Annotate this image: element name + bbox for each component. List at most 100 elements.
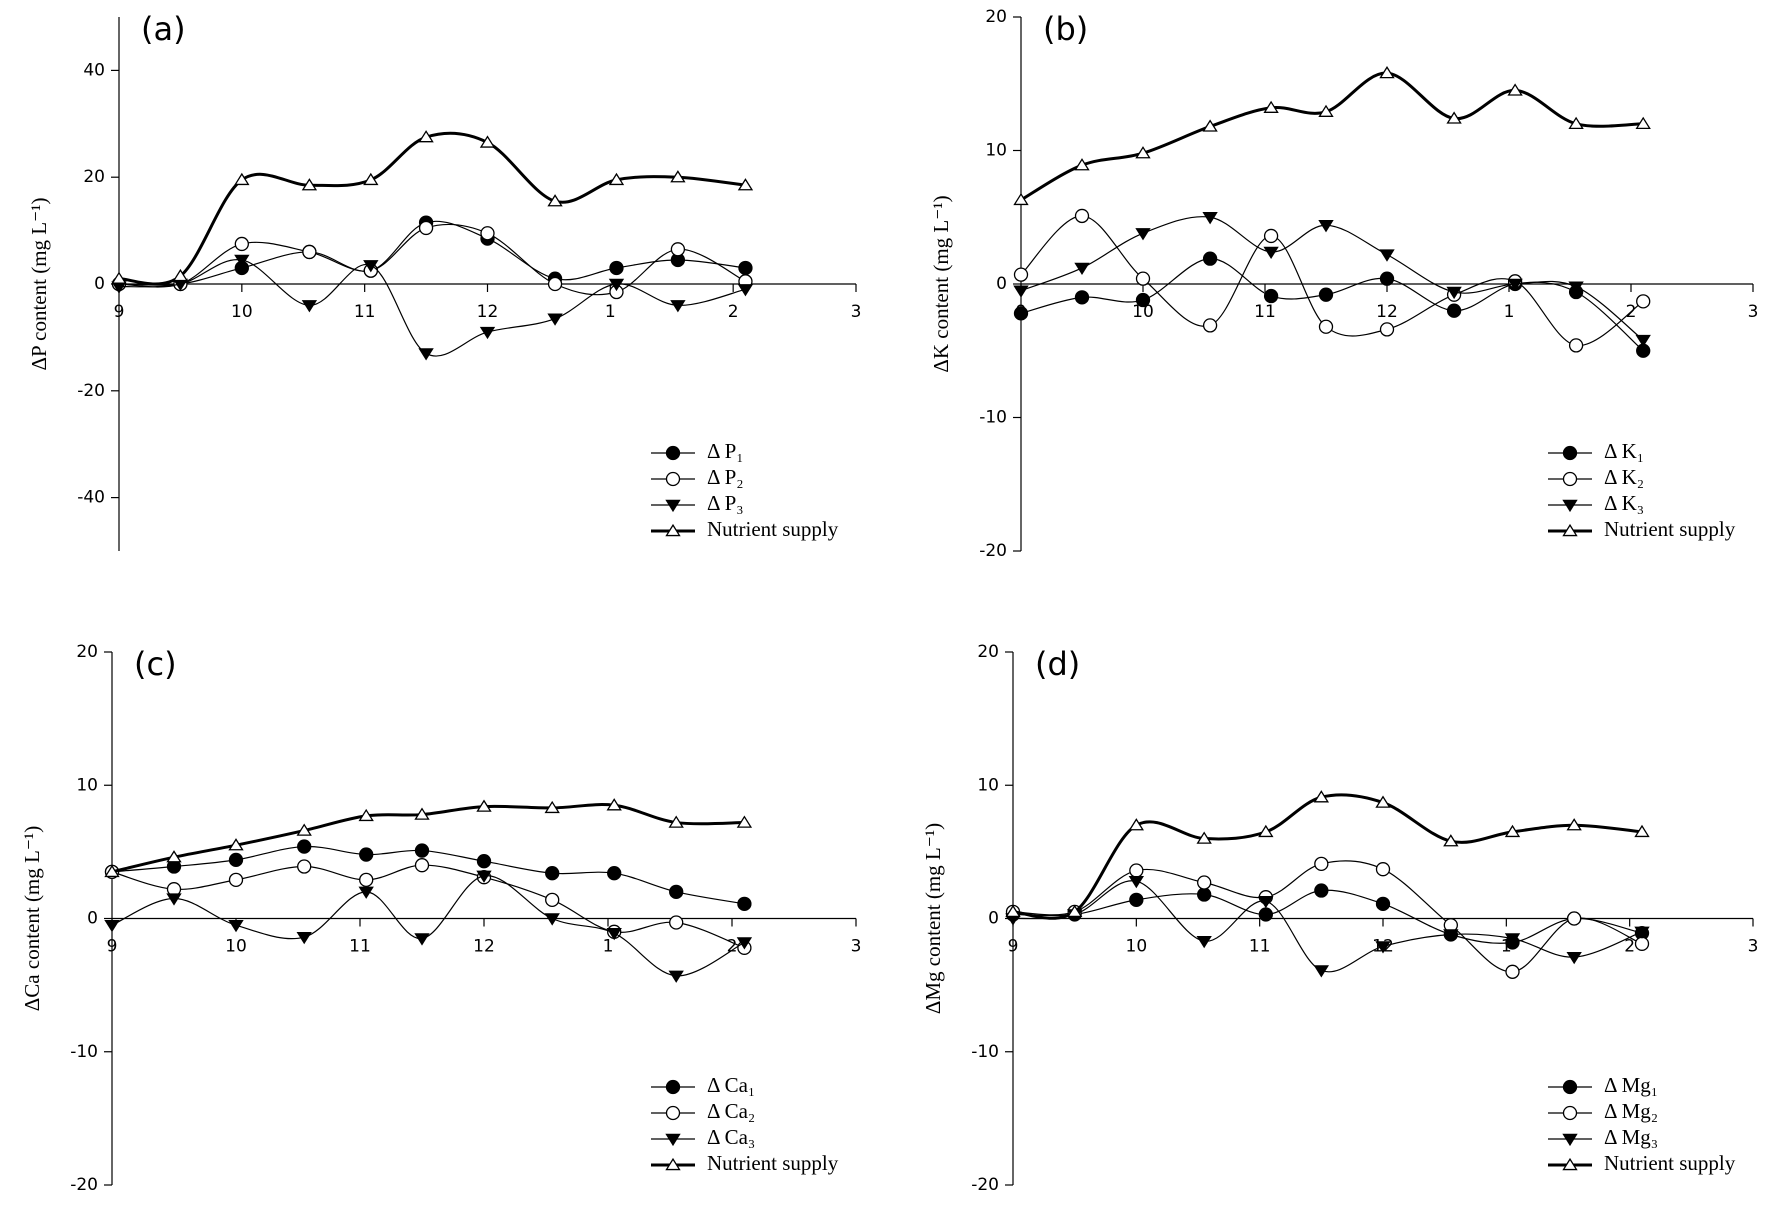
- legend-marker: [665, 1105, 681, 1121]
- x-tick-label: 1: [603, 937, 614, 957]
- marker: [302, 244, 317, 260]
- series-line: [1020, 258, 1644, 352]
- x-tick-label: 3: [1748, 937, 1759, 957]
- marker: [668, 970, 684, 983]
- y-tick-label: 20: [977, 642, 999, 662]
- marker: [1636, 294, 1651, 309]
- marker: [1504, 933, 1521, 946]
- marker: [1505, 964, 1520, 979]
- marker: [1196, 935, 1212, 949]
- marker: [670, 300, 686, 313]
- y-axis-label: ΔCa content (mg L⁻¹): [20, 826, 44, 1011]
- marker: [1375, 941, 1391, 954]
- x-tick-label: 1: [1504, 302, 1515, 322]
- marker: [301, 178, 318, 191]
- marker: [670, 170, 686, 183]
- x-tick-label: 11: [1254, 302, 1276, 322]
- legend-marker: [665, 445, 681, 461]
- marker: [228, 919, 244, 933]
- x-tick-label: 11: [354, 302, 376, 322]
- legend-marker: [1562, 1105, 1578, 1121]
- marker: [544, 913, 560, 926]
- y-tick-label: -20: [77, 381, 105, 401]
- marker: [1318, 104, 1334, 117]
- marker: [1568, 338, 1584, 353]
- series-line: [1012, 889, 1643, 944]
- y-tick-label: -20: [971, 1175, 999, 1195]
- x-tick-label: 3: [851, 937, 862, 957]
- marker: [1634, 936, 1650, 951]
- x-tick-label: 10: [1132, 302, 1154, 322]
- legend-marker: [1562, 1079, 1578, 1095]
- marker: [234, 172, 250, 186]
- y-tick-label: 0: [988, 909, 999, 929]
- marker: [606, 927, 622, 941]
- marker: [414, 858, 430, 873]
- marker: [358, 886, 374, 899]
- marker: [414, 933, 430, 946]
- marker: [418, 348, 434, 361]
- marker: [1013, 267, 1029, 282]
- marker: [545, 866, 560, 881]
- marker: [737, 896, 752, 911]
- marker: [1379, 271, 1395, 286]
- series-line: [1012, 860, 1643, 973]
- y-tick-label: 10: [977, 775, 999, 795]
- marker: [608, 172, 625, 186]
- x-tick-label: 3: [1748, 302, 1759, 322]
- marker: [1566, 951, 1582, 965]
- marker: [1446, 303, 1462, 318]
- marker: [547, 313, 563, 326]
- marker: [1318, 319, 1334, 334]
- marker: [359, 872, 374, 888]
- marker: [1013, 306, 1029, 321]
- marker: [1568, 116, 1584, 129]
- y-tick-label: 20: [985, 7, 1007, 27]
- series-line: [1020, 215, 1644, 347]
- marker: [609, 260, 624, 276]
- marker: [737, 178, 754, 191]
- x-tick-label: 2: [1624, 937, 1635, 957]
- y-tick-label: 10: [985, 141, 1007, 161]
- marker: [476, 870, 492, 883]
- legend-marker: [1562, 1157, 1578, 1171]
- legend-label: Δ Mg₃: [1604, 1125, 1658, 1149]
- x-tick-label: 10: [1126, 937, 1148, 957]
- legend-marker: [665, 523, 681, 537]
- marker: [301, 300, 318, 313]
- marker: [166, 850, 182, 863]
- marker: [1507, 83, 1523, 96]
- x-tick-label: 9: [107, 937, 118, 957]
- marker: [1074, 158, 1090, 171]
- marker: [1013, 285, 1029, 298]
- marker: [104, 919, 120, 933]
- x-tick-label: 9: [114, 302, 125, 322]
- panel-title: (a): [141, 10, 186, 48]
- legend-marker: [1562, 499, 1578, 513]
- x-tick-label: 1: [1501, 937, 1512, 957]
- y-axis-label: ΔK content (mg L⁻¹): [929, 195, 953, 372]
- legend-marker: [665, 1079, 681, 1095]
- series-line: [1012, 880, 1643, 973]
- marker: [480, 226, 495, 241]
- marker: [418, 130, 434, 143]
- marker: [104, 864, 120, 878]
- y-tick-label: 10: [76, 775, 98, 795]
- legend-label: Nutrient supply: [707, 517, 839, 541]
- series-line: [118, 259, 746, 357]
- marker: [1258, 824, 1274, 838]
- marker: [738, 260, 753, 276]
- marker: [358, 808, 374, 822]
- marker: [1128, 818, 1145, 831]
- marker: [1074, 262, 1090, 276]
- marker: [1263, 228, 1279, 244]
- marker: [1013, 192, 1029, 206]
- marker: [476, 799, 492, 812]
- marker: [479, 326, 496, 340]
- marker: [1005, 904, 1021, 918]
- y-tick-label: 20: [83, 167, 105, 187]
